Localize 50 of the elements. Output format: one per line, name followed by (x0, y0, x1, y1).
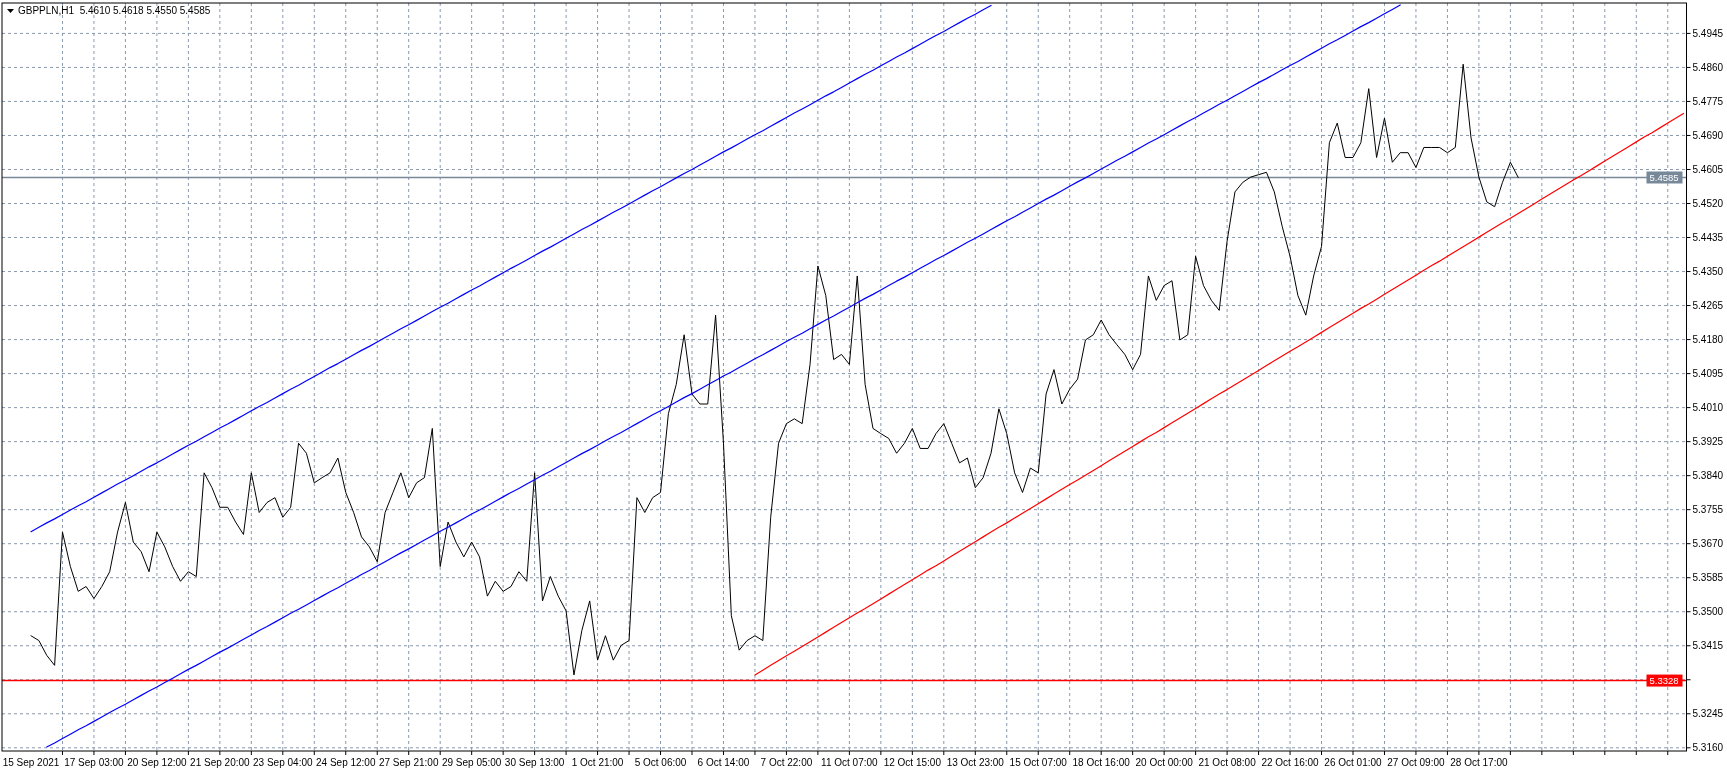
y-tick-label: 5.4520 (1692, 198, 1724, 210)
line-series (754, 112, 1685, 676)
x-tick-label: 17 Sep 03:00 (64, 757, 125, 768)
x-tick-label: 29 Sep 05:00 (441, 757, 502, 768)
x-tick-label: 20 Oct 00:00 (1135, 757, 1194, 768)
chart-title: GBPPLN,H1 5.4610 5.4618 5.4550 5.4585 (18, 5, 211, 16)
x-tick-label: 5 Oct 06:00 (634, 757, 687, 768)
y-tick-label: 5.4605 (1692, 163, 1724, 175)
x-tick-label: 13 Oct 23:00 (946, 757, 1005, 768)
y-tick-label: 5.3585 (1692, 572, 1724, 584)
x-tick-label: 12 Oct 15:00 (883, 757, 942, 768)
x-tick-label: 22 Oct 16:00 (1261, 757, 1320, 768)
x-tick-label: 30 Sep 13:00 (504, 757, 565, 768)
x-tick-label: 27 Oct 09:00 (1387, 757, 1446, 768)
x-tick-label: 21 Oct 08:00 (1198, 757, 1257, 768)
x-tick-label: 1 Oct 21:00 (571, 757, 624, 768)
x-tick-label: 7 Oct 22:00 (760, 757, 813, 768)
y-tick-label: 5.4945 (1692, 27, 1724, 39)
x-tick-label: 11 Oct 07:00 (821, 757, 879, 768)
y-tick-label: 5.4860 (1692, 61, 1724, 73)
y-tick-label: 5.3670 (1692, 538, 1724, 550)
x-tick-label: 27 Sep 21:00 (378, 757, 439, 768)
x-tick-label: 23 Sep 04:00 (253, 757, 313, 768)
x-tick-label: 20 Sep 12:00 (127, 757, 188, 768)
y-tick-label: 5.3840 (1692, 470, 1724, 482)
y-tick-label: 5.4775 (1692, 95, 1724, 107)
ref-line-label: 5.4585 (1649, 171, 1679, 183)
y-tick-label: 5.4095 (1692, 368, 1724, 380)
y-tick-label: 5.3755 (1692, 504, 1724, 516)
x-tick-label: 24 Sep 12:00 (316, 757, 376, 768)
x-tick-label: 26 Oct 01:00 (1324, 757, 1383, 768)
y-tick-label: 5.3415 (1692, 640, 1724, 652)
y-tick-label: 5.4010 (1692, 402, 1724, 414)
y-tick-label: 5.3925 (1692, 436, 1724, 448)
y-tick-label: 5.4180 (1692, 334, 1724, 346)
ref-line-label: 5.3328 (1649, 674, 1679, 686)
y-tick-label: 5.3160 (1692, 742, 1724, 754)
x-tick-label: 21 Sep 20:00 (190, 757, 251, 768)
y-tick-label: 5.4265 (1692, 300, 1724, 312)
x-tick-label: 6 Oct 14:00 (697, 757, 750, 768)
line-series (30, 63, 1519, 676)
y-tick-label: 5.4350 (1692, 266, 1724, 278)
x-tick-label: 18 Oct 16:00 (1072, 757, 1131, 768)
x-tick-label: 15 Sep 2021 (2, 757, 60, 768)
y-tick-label: 5.4435 (1692, 232, 1724, 244)
y-tick-label: 5.3245 (1692, 708, 1724, 720)
x-tick-label: 28 Oct 17:00 (1450, 757, 1508, 768)
y-tick-label: 5.4690 (1692, 129, 1724, 141)
x-tick-label: 15 Oct 07:00 (1009, 757, 1068, 768)
y-tick-label: 5.3500 (1692, 606, 1724, 618)
